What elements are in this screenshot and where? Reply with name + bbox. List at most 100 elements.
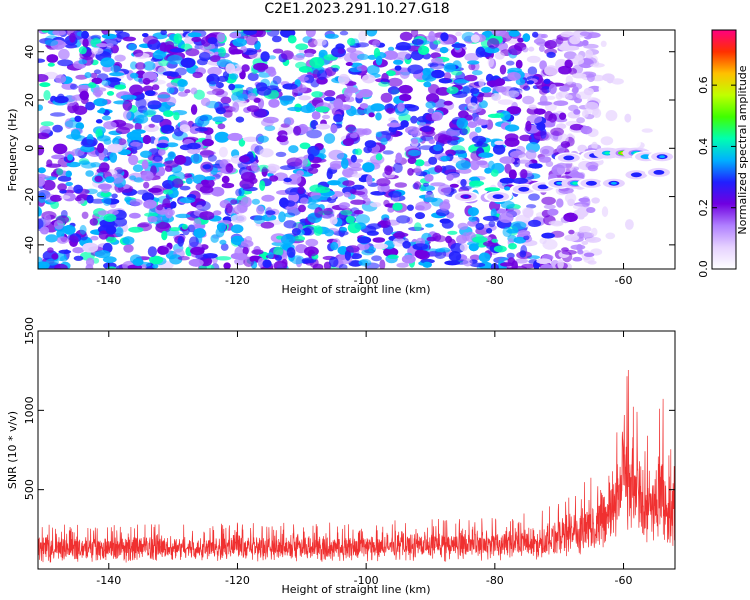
heatmap-cell bbox=[350, 154, 357, 163]
spectrogram-y-axis-label: Frequency (Hz) bbox=[6, 109, 19, 192]
heatmap-cell bbox=[185, 48, 200, 57]
heatmap-cell bbox=[93, 69, 102, 75]
x-tick-label: -100 bbox=[354, 274, 379, 287]
heatmap-cell bbox=[487, 57, 495, 68]
heatmap-cell bbox=[583, 252, 595, 257]
heatmap-cell bbox=[591, 141, 598, 150]
heatmap-cell bbox=[564, 59, 573, 69]
heatmap-cell bbox=[57, 59, 73, 67]
heatmap-cell bbox=[528, 163, 543, 169]
heatmap-cell bbox=[392, 202, 403, 211]
heatmap-cell bbox=[575, 212, 587, 218]
heatmap-cell bbox=[505, 60, 515, 66]
heatmap-cell bbox=[164, 165, 173, 172]
heatmap-cell bbox=[179, 124, 191, 133]
heatmap-cell bbox=[221, 182, 235, 189]
heatmap-cell bbox=[240, 196, 252, 208]
heatmap-cell bbox=[359, 103, 369, 109]
heatmap-cell bbox=[366, 230, 379, 236]
snr-ticks: -140 -120 -100 -80 -60 500 1000 1500 bbox=[23, 317, 675, 587]
heatmap-cell bbox=[556, 123, 567, 130]
heatmap-cell bbox=[66, 161, 81, 168]
heatmap-cell bbox=[105, 176, 115, 183]
heatmap-cell bbox=[54, 263, 68, 269]
heatmap-cell bbox=[212, 116, 227, 123]
heatmap-cell bbox=[130, 72, 139, 79]
heatmap-cell bbox=[499, 177, 515, 184]
heatmap-cell bbox=[581, 109, 589, 118]
heatmap-cell bbox=[102, 196, 112, 207]
heatmap-cell bbox=[46, 54, 59, 63]
heatmap-feature bbox=[484, 191, 513, 203]
heatmap-cell bbox=[519, 250, 527, 258]
heatmap-cell bbox=[311, 111, 321, 120]
heatmap-cell bbox=[242, 246, 249, 255]
heatmap-cell bbox=[345, 215, 355, 224]
heatmap-cell bbox=[332, 67, 339, 72]
snr-panel: -140 -120 -100 -80 -60 500 1000 1500 Height of … bbox=[6, 317, 676, 596]
heatmap-cell bbox=[40, 121, 54, 127]
colorbar-ticks: 0.0 0.2 0.4 0.6 bbox=[697, 76, 736, 278]
heatmap-cell bbox=[568, 67, 577, 75]
heatmap-cell bbox=[439, 201, 451, 211]
heatmap-cell bbox=[315, 186, 331, 194]
heatmap-cell bbox=[165, 142, 179, 148]
heatmap-cell bbox=[632, 138, 641, 148]
heatmap-feature bbox=[554, 152, 583, 164]
heatmap-cell bbox=[394, 231, 405, 240]
heatmap-cell bbox=[406, 204, 414, 211]
heatmap-cell bbox=[518, 154, 529, 160]
heatmap-cell bbox=[393, 59, 404, 65]
heatmap-cell bbox=[343, 191, 351, 198]
heatmap-cell bbox=[345, 124, 357, 132]
heatmap-cell bbox=[267, 164, 280, 172]
heatmap-cell bbox=[482, 215, 499, 221]
heatmap-feature-ring bbox=[556, 181, 563, 185]
heatmap-cell bbox=[448, 251, 462, 262]
heatmap-cell bbox=[491, 238, 499, 243]
heatmap-cell bbox=[513, 236, 526, 244]
colorbar-label: Normalized spectral amplitude bbox=[736, 65, 749, 234]
heatmap-cell bbox=[370, 202, 382, 208]
heatmap-cell bbox=[515, 78, 526, 86]
heatmap-cell bbox=[443, 62, 456, 73]
heatmap-cell bbox=[292, 54, 305, 61]
heatmap-cell bbox=[45, 258, 59, 266]
heatmap-cell bbox=[506, 252, 515, 259]
heatmap-cell bbox=[408, 149, 421, 157]
heatmap-cell bbox=[232, 38, 247, 47]
heatmap-cell bbox=[557, 259, 564, 269]
heatmap-cell bbox=[559, 85, 570, 92]
y-tick-label: 1000 bbox=[23, 396, 36, 424]
heatmap-cell bbox=[446, 174, 454, 181]
heatmap-feature bbox=[451, 191, 480, 203]
heatmap-cell bbox=[447, 230, 458, 235]
heatmap-cell bbox=[85, 170, 94, 177]
heatmap-cell bbox=[407, 64, 424, 75]
heatmap-cell bbox=[128, 226, 144, 233]
heatmap-cell bbox=[177, 256, 190, 261]
heatmap-cell bbox=[202, 138, 214, 147]
heatmap-cell bbox=[525, 149, 537, 160]
heatmap-cell bbox=[329, 216, 338, 225]
x-tick-label: -120 bbox=[225, 574, 250, 587]
heatmap-cell bbox=[91, 77, 103, 85]
heatmap-cell bbox=[522, 33, 531, 42]
heatmap-cell bbox=[357, 236, 372, 244]
heatmap-cell bbox=[358, 30, 367, 42]
heatmap-cell bbox=[106, 91, 115, 96]
heatmap-cell bbox=[564, 234, 580, 242]
heatmap-cell bbox=[423, 182, 429, 187]
heatmap-cell bbox=[382, 150, 394, 155]
heatmap-cell bbox=[414, 222, 422, 232]
heatmap-cell bbox=[546, 51, 556, 59]
heatmap-cell bbox=[478, 152, 494, 158]
heatmap-cell bbox=[160, 30, 167, 36]
heatmap-cell bbox=[156, 204, 164, 211]
heatmap-cell bbox=[60, 195, 71, 200]
heatmap-cell bbox=[421, 125, 433, 132]
heatmap-cell bbox=[583, 87, 594, 96]
heatmap-cell bbox=[456, 234, 468, 244]
heatmap-cell bbox=[75, 74, 88, 80]
heatmap-cell bbox=[310, 195, 325, 201]
